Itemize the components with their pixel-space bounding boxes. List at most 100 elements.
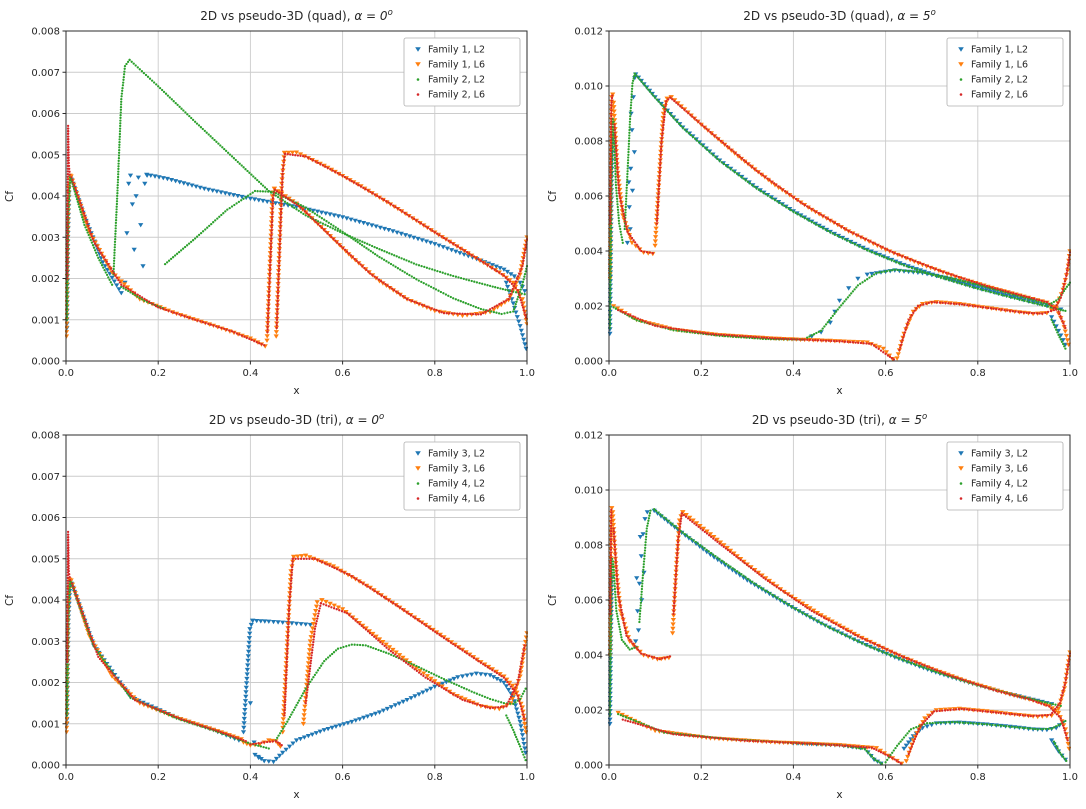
marker (822, 227, 825, 230)
marker (184, 111, 187, 114)
marker (689, 133, 693, 137)
marker (159, 709, 162, 712)
marker (445, 679, 448, 682)
marker (944, 271, 948, 274)
marker (851, 290, 855, 293)
marker (66, 253, 69, 256)
marker (114, 274, 117, 277)
marker (224, 149, 228, 153)
marker (175, 252, 179, 255)
marker (92, 240, 95, 243)
marker (720, 333, 723, 336)
marker (392, 703, 398, 708)
marker (332, 607, 336, 610)
marker (319, 598, 325, 603)
marker (66, 679, 69, 682)
marker (372, 646, 375, 650)
marker (609, 152, 613, 155)
marker (629, 314, 632, 317)
marker (135, 175, 141, 180)
marker (992, 291, 995, 294)
marker (400, 655, 406, 661)
marker (518, 673, 521, 676)
marker (391, 651, 395, 654)
marker (298, 622, 304, 627)
marker (383, 250, 386, 253)
marker (300, 694, 303, 697)
marker (105, 273, 109, 277)
marker (185, 244, 189, 247)
marker (318, 215, 321, 218)
marker (907, 318, 910, 321)
marker (518, 293, 521, 297)
marker (443, 680, 449, 685)
marker (609, 281, 612, 284)
marker (314, 625, 317, 628)
marker (358, 643, 362, 647)
marker (950, 273, 953, 276)
marker (718, 159, 721, 162)
marker (891, 250, 894, 254)
marker (516, 275, 520, 278)
marker (78, 208, 82, 211)
marker (637, 76, 640, 79)
marker (152, 303, 155, 306)
marker (272, 201, 279, 206)
marker (307, 648, 313, 653)
marker (609, 506, 615, 511)
marker (277, 286, 280, 289)
marker (360, 624, 363, 628)
marker (854, 233, 858, 236)
marker (883, 247, 887, 250)
marker (97, 655, 100, 659)
marker (98, 654, 102, 657)
marker (619, 227, 622, 231)
marker (985, 285, 989, 288)
marker (616, 168, 619, 171)
marker (609, 133, 613, 136)
marker (713, 134, 716, 137)
series-family-1-l2 (65, 172, 528, 352)
marker (617, 189, 621, 192)
marker (521, 306, 525, 309)
marker (895, 352, 901, 357)
marker (68, 582, 72, 586)
marker (335, 605, 342, 610)
marker (962, 277, 966, 280)
marker (277, 267, 281, 270)
marker (1059, 308, 1062, 312)
marker (334, 226, 337, 229)
marker (335, 214, 341, 219)
marker (899, 269, 902, 272)
marker (284, 676, 288, 680)
marker (269, 242, 273, 245)
marker (625, 197, 628, 200)
marker (1003, 308, 1006, 312)
marker (120, 97, 123, 101)
marker (1031, 301, 1034, 304)
marker (1062, 278, 1068, 283)
marker (307, 680, 310, 684)
marker (341, 722, 347, 727)
marker (77, 196, 80, 200)
marker (626, 164, 629, 167)
marker (102, 256, 106, 259)
marker (72, 181, 75, 184)
marker (270, 226, 273, 229)
marker (924, 724, 930, 729)
marker (280, 191, 283, 195)
marker (325, 727, 331, 732)
marker (976, 287, 979, 290)
marker (914, 259, 917, 263)
marker (900, 263, 903, 266)
plot-title-sup: o (930, 8, 936, 18)
marker (388, 285, 391, 289)
marker (980, 283, 984, 286)
marker (422, 668, 426, 671)
marker (281, 175, 284, 178)
marker (316, 669, 320, 672)
marker (502, 300, 506, 303)
marker (621, 207, 624, 210)
marker (662, 123, 665, 127)
marker (495, 270, 499, 273)
